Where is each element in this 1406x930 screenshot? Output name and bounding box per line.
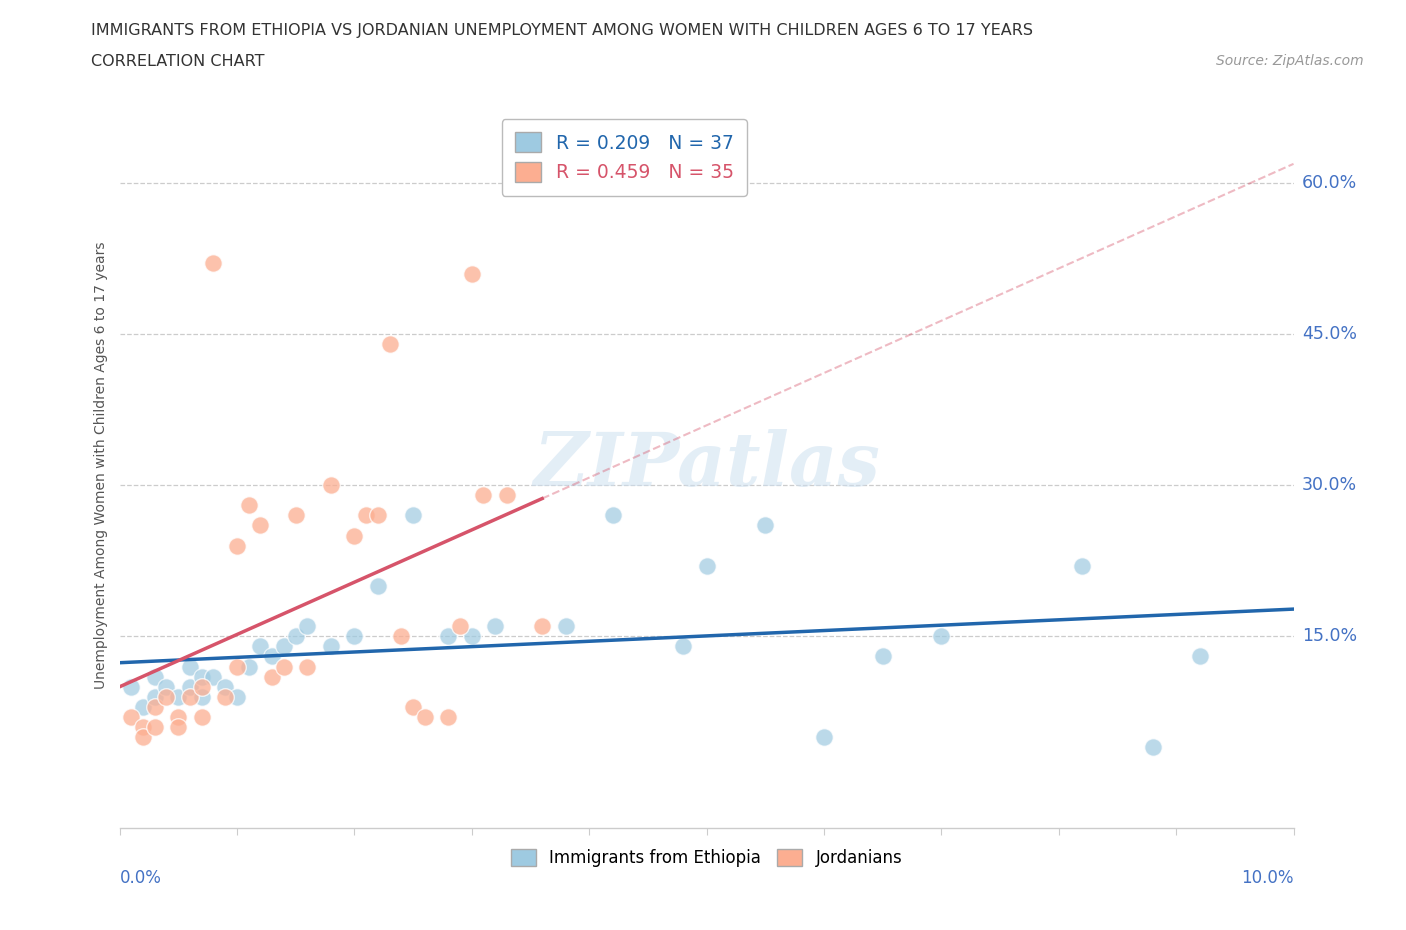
- Point: [437, 629, 460, 644]
- Point: [120, 710, 142, 724]
- Point: [238, 498, 260, 512]
- Point: [190, 689, 212, 704]
- Point: [602, 508, 624, 523]
- Point: [284, 629, 307, 644]
- Point: [143, 689, 166, 704]
- Point: [672, 639, 695, 654]
- Text: 10.0%: 10.0%: [1241, 870, 1294, 887]
- Point: [143, 699, 166, 714]
- Point: [1071, 558, 1094, 573]
- Point: [496, 488, 519, 503]
- Point: [179, 689, 201, 704]
- Point: [754, 518, 776, 533]
- Point: [931, 629, 953, 644]
- Point: [284, 508, 307, 523]
- Point: [132, 729, 155, 744]
- Point: [179, 679, 201, 694]
- Point: [120, 679, 142, 694]
- Point: [460, 629, 484, 644]
- Point: [1188, 649, 1211, 664]
- Point: [238, 659, 260, 674]
- Point: [449, 618, 471, 633]
- Text: 45.0%: 45.0%: [1302, 325, 1357, 343]
- Point: [202, 256, 225, 271]
- Point: [343, 629, 366, 644]
- Point: [155, 689, 177, 704]
- Point: [143, 670, 166, 684]
- Point: [190, 710, 212, 724]
- Point: [225, 538, 249, 553]
- Point: [214, 679, 236, 694]
- Point: [179, 659, 201, 674]
- Point: [1142, 739, 1164, 754]
- Point: [813, 729, 835, 744]
- Text: 30.0%: 30.0%: [1302, 476, 1357, 494]
- Point: [132, 720, 155, 735]
- Point: [413, 710, 436, 724]
- Point: [273, 639, 295, 654]
- Point: [190, 679, 212, 694]
- Text: Source: ZipAtlas.com: Source: ZipAtlas.com: [1216, 54, 1364, 68]
- Point: [367, 578, 389, 593]
- Point: [262, 649, 284, 664]
- Point: [214, 689, 236, 704]
- Point: [367, 508, 389, 523]
- Point: [696, 558, 718, 573]
- Point: [167, 710, 190, 724]
- Point: [249, 518, 271, 533]
- Point: [249, 639, 271, 654]
- Point: [460, 266, 484, 281]
- Text: CORRELATION CHART: CORRELATION CHART: [91, 54, 264, 69]
- Point: [402, 508, 425, 523]
- Y-axis label: Unemployment Among Women with Children Ages 6 to 17 years: Unemployment Among Women with Children A…: [94, 241, 108, 689]
- Point: [273, 659, 295, 674]
- Point: [225, 659, 249, 674]
- Text: IMMIGRANTS FROM ETHIOPIA VS JORDANIAN UNEMPLOYMENT AMONG WOMEN WITH CHILDREN AGE: IMMIGRANTS FROM ETHIOPIA VS JORDANIAN UN…: [91, 23, 1033, 38]
- Point: [167, 720, 190, 735]
- Point: [484, 618, 506, 633]
- Point: [319, 639, 342, 654]
- Point: [378, 337, 401, 352]
- Point: [167, 689, 190, 704]
- Point: [143, 720, 166, 735]
- Point: [319, 478, 342, 493]
- Point: [872, 649, 894, 664]
- Point: [225, 689, 249, 704]
- Point: [437, 710, 460, 724]
- Text: 60.0%: 60.0%: [1302, 174, 1357, 192]
- Point: [132, 699, 155, 714]
- Point: [531, 618, 554, 633]
- Point: [155, 679, 177, 694]
- Point: [354, 508, 377, 523]
- Point: [343, 528, 366, 543]
- Point: [262, 670, 284, 684]
- Point: [389, 629, 412, 644]
- Point: [554, 618, 576, 633]
- Legend: Immigrants from Ethiopia, Jordanians: Immigrants from Ethiopia, Jordanians: [503, 843, 910, 874]
- Point: [202, 670, 225, 684]
- Text: 0.0%: 0.0%: [120, 870, 162, 887]
- Point: [402, 699, 425, 714]
- Text: 15.0%: 15.0%: [1302, 627, 1357, 645]
- Point: [472, 488, 495, 503]
- Point: [297, 618, 319, 633]
- Text: ZIPatlas: ZIPatlas: [533, 429, 880, 501]
- Point: [190, 670, 212, 684]
- Point: [297, 659, 319, 674]
